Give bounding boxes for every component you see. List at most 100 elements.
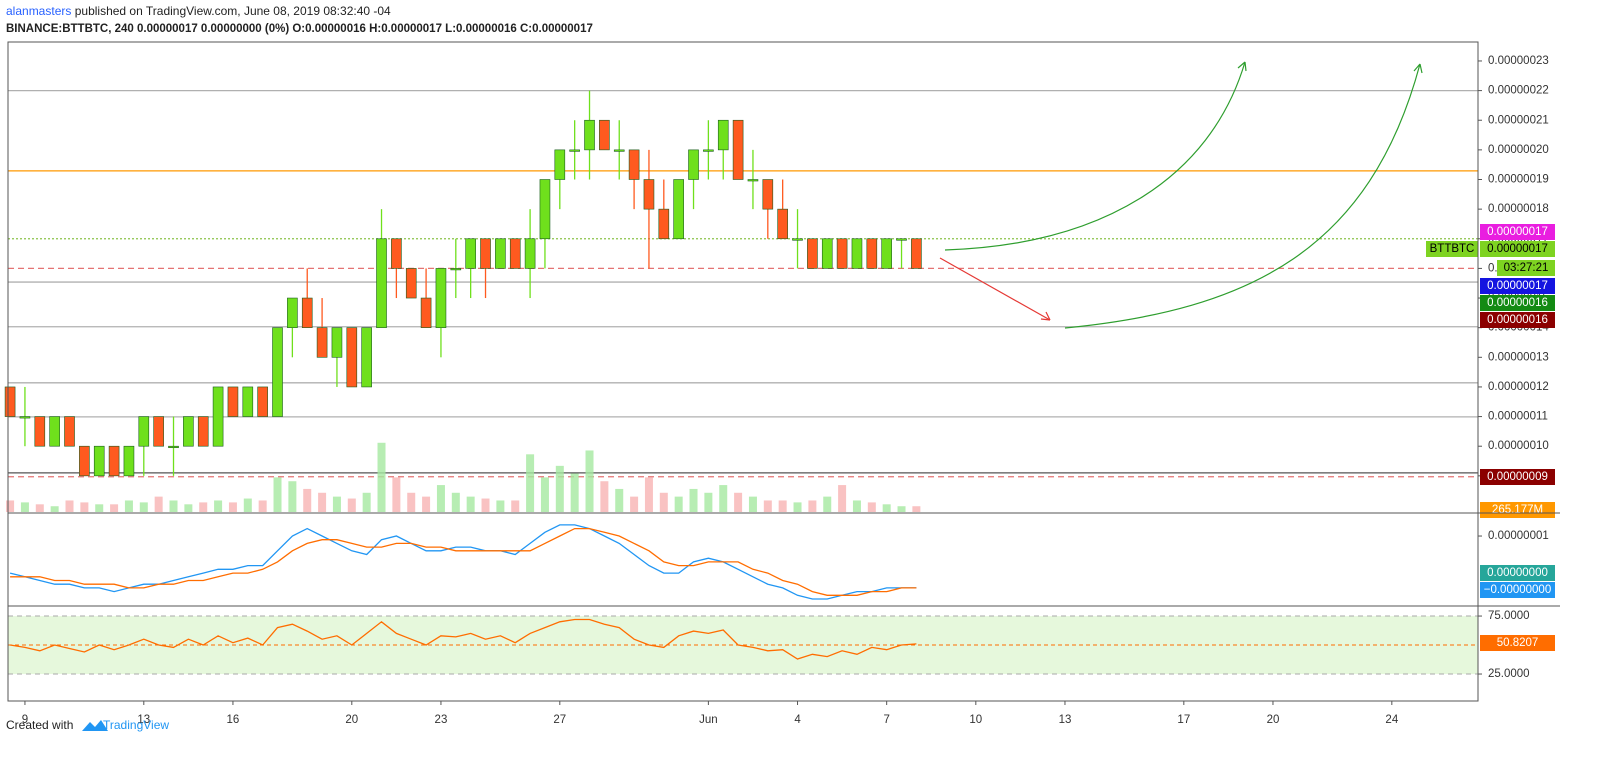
y-tick-label: 0.00000012 — [1488, 381, 1549, 393]
candle-body — [331, 327, 343, 358]
candle-body — [450, 268, 462, 271]
series-line — [9, 618, 917, 660]
price-tag — [1480, 278, 1555, 294]
volume-bar — [35, 504, 44, 512]
price-tag — [1480, 565, 1555, 581]
candle-body — [287, 297, 298, 328]
arrow — [944, 61, 1246, 251]
candle-body — [420, 297, 432, 328]
candle-body — [717, 119, 729, 151]
volume-bar — [139, 502, 148, 512]
volume-bar — [273, 477, 282, 512]
author[interactable]: alanmasters — [6, 4, 71, 18]
candle-body — [747, 179, 759, 182]
volume-bar — [719, 485, 728, 512]
volume-bar — [778, 500, 787, 512]
candle-body — [821, 238, 833, 269]
volume-bar — [555, 465, 564, 512]
y-tick-label: 0.00000019 — [1488, 174, 1549, 186]
candle-body — [123, 445, 135, 477]
price-tag — [1480, 312, 1555, 328]
volume-bar — [288, 481, 297, 512]
volume-bar — [110, 504, 119, 512]
candle-body — [316, 327, 328, 358]
candle-body — [554, 149, 566, 180]
x-tick-label: 17 — [1177, 714, 1190, 726]
volume-bar — [422, 496, 431, 512]
volume-bar — [124, 500, 133, 512]
volume-bar — [20, 502, 29, 512]
volume-bar — [526, 454, 535, 512]
arrow-head — [1237, 61, 1247, 72]
candle-body — [34, 416, 46, 447]
volume-bar — [347, 498, 356, 512]
price-tag-label: 0.00000016 — [1487, 314, 1548, 326]
volume-bar — [689, 488, 698, 512]
candle-body — [688, 149, 699, 180]
y-tick-label: 0.00000018 — [1488, 203, 1549, 215]
volume-bar — [763, 500, 772, 512]
volume-bar — [332, 496, 341, 512]
volume-bar — [882, 504, 891, 512]
price-tag — [1480, 241, 1555, 257]
candle-body — [777, 208, 788, 240]
volume-bar — [243, 498, 252, 512]
price-tag — [1426, 241, 1478, 257]
y-tick-label: 25.0000 — [1488, 668, 1530, 680]
frame — [7, 41, 1479, 702]
candle-body — [732, 119, 744, 180]
candle-body — [896, 238, 907, 241]
x-tick-label: 20 — [345, 714, 358, 726]
candle-body — [183, 416, 194, 447]
arrow-head — [1040, 311, 1051, 321]
volume-bar — [199, 502, 208, 512]
x-tick-label: 4 — [794, 714, 801, 726]
x-tick-label: 13 — [1059, 714, 1072, 726]
volume-bar — [95, 504, 104, 512]
candle-body — [762, 179, 774, 210]
footer-brand[interactable]: TradingView — [103, 718, 169, 732]
candle-body — [480, 238, 491, 269]
volume-bar — [748, 496, 757, 512]
volume-bar — [540, 477, 549, 512]
candle-body — [257, 386, 268, 417]
published: published on TradingView.com, June 08, 2… — [75, 4, 391, 18]
candle-body — [391, 238, 402, 269]
volume-bar — [466, 496, 475, 512]
volume-bar — [823, 496, 832, 512]
price-tag-label: 03:27:21 — [1504, 262, 1549, 274]
volume-bar — [734, 492, 743, 512]
candle-body — [346, 327, 358, 388]
volume-bar — [674, 496, 683, 512]
volume-bar — [615, 488, 624, 512]
candle-body — [361, 327, 372, 388]
candle-body — [376, 238, 387, 328]
x-tick-label: 9 — [22, 714, 28, 726]
x-tick-label: 24 — [1385, 714, 1398, 726]
volume-bar — [228, 502, 237, 512]
price-tag — [1497, 260, 1555, 276]
volume-bar — [392, 477, 401, 512]
y-tick-label: 0.00000010 — [1488, 440, 1549, 452]
candle-body — [836, 238, 848, 269]
price-tag-label: BTTBTC — [1430, 243, 1475, 255]
candle-body — [509, 238, 521, 269]
x-tick-label: 13 — [137, 714, 150, 726]
footer-created: Created with — [6, 718, 73, 732]
series-line — [10, 527, 917, 596]
volume-bar — [897, 506, 906, 512]
price-tag — [1480, 582, 1555, 598]
price-tag — [1480, 635, 1555, 651]
volume-bar — [570, 473, 579, 512]
candle-body — [197, 416, 209, 447]
price-tag — [1480, 295, 1555, 311]
volume-bar — [496, 500, 505, 512]
price-tag-label: 0.00000017 — [1487, 226, 1548, 238]
candle-body — [212, 386, 224, 447]
volume-bar — [407, 492, 416, 512]
candle-body — [227, 386, 239, 417]
volume-bar — [258, 500, 267, 512]
panes: 9 13 16 20 23 27 Jun 4 7 10 13 17 20 24 0.00000009 0.00… — [4, 55, 1555, 726]
volume-bar — [867, 502, 876, 512]
price-tag-label: 0.00000009 — [1487, 471, 1548, 483]
